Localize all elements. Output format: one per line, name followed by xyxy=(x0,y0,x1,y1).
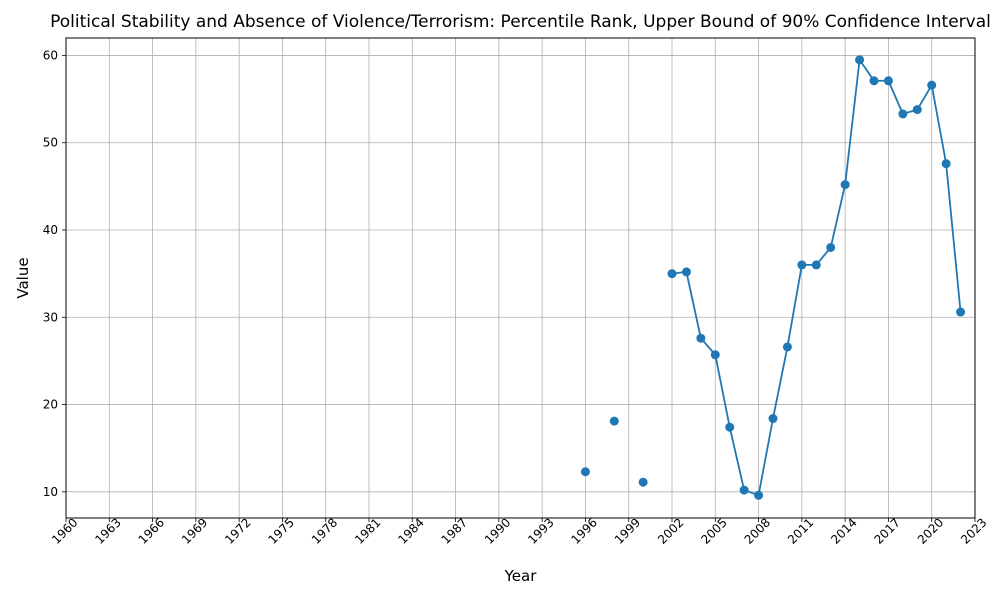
x-tick-label: 1984 xyxy=(395,515,426,546)
y-tick-label: 30 xyxy=(43,310,58,324)
y-tick-label: 50 xyxy=(43,136,58,150)
x-tick-label: 1990 xyxy=(482,515,513,546)
y-tick-label: 20 xyxy=(43,398,58,412)
data-point xyxy=(638,477,648,487)
data-point xyxy=(754,490,764,500)
x-tick-label: 1999 xyxy=(612,515,643,546)
data-point xyxy=(855,55,865,65)
x-axis: 1960 1963 1966 1969 1972 1975 1978 1981 1984 1987… xyxy=(49,515,989,546)
data-point xyxy=(927,80,937,90)
x-tick-label: 2002 xyxy=(655,515,686,546)
data-point xyxy=(840,180,850,190)
x-tick-label: 2014 xyxy=(828,515,859,546)
y-axis: 10 20 30 40 50 60 xyxy=(43,48,66,499)
data-point xyxy=(725,422,735,432)
x-tick-label: 2005 xyxy=(698,515,729,546)
data-point xyxy=(912,105,922,115)
data-point xyxy=(580,467,590,477)
x-tick-label: 1972 xyxy=(222,515,253,546)
data-point xyxy=(956,307,966,317)
x-tick-label: 1966 xyxy=(136,515,167,546)
x-tick-label: 2023 xyxy=(958,515,989,546)
x-tick-label: 2011 xyxy=(785,515,816,546)
data-point xyxy=(696,333,706,343)
data-point xyxy=(797,260,807,270)
plot-area-frame xyxy=(65,37,976,519)
x-tick-label: 1963 xyxy=(92,515,123,546)
data-point xyxy=(941,159,951,169)
data-point xyxy=(739,485,749,495)
data-point xyxy=(883,76,893,86)
grid-lines xyxy=(65,38,976,518)
data-point xyxy=(898,109,908,119)
y-tick-label: 60 xyxy=(43,48,58,62)
x-tick-label: 1996 xyxy=(569,515,600,546)
data-point xyxy=(826,242,836,252)
series-layer xyxy=(580,55,966,500)
y-tick-label: 10 xyxy=(43,485,58,499)
data-point xyxy=(710,350,720,360)
data-point xyxy=(782,342,792,352)
data-point xyxy=(768,414,778,424)
data-point xyxy=(811,260,821,270)
x-tick-label: 1969 xyxy=(179,515,210,546)
y-axis-label: Value xyxy=(14,257,32,298)
data-point xyxy=(609,416,619,426)
x-tick-label: 1993 xyxy=(525,515,556,546)
y-tick-label: 40 xyxy=(43,223,58,237)
data-point xyxy=(681,267,691,277)
x-tick-label: 1975 xyxy=(266,515,297,546)
x-tick-label: 1978 xyxy=(309,515,340,546)
x-tick-label: 1960 xyxy=(49,515,80,546)
x-axis-label: Year xyxy=(504,567,538,585)
data-point xyxy=(869,76,879,86)
x-tick-label: 2017 xyxy=(872,515,903,546)
x-tick-label: 2008 xyxy=(742,515,773,546)
data-point xyxy=(667,269,677,279)
x-tick-label: 2020 xyxy=(915,515,946,546)
x-tick-label: 1987 xyxy=(439,515,470,546)
x-tick-label: 1981 xyxy=(352,515,383,546)
chart-title: Political Stability and Absence of Viole… xyxy=(50,12,991,32)
